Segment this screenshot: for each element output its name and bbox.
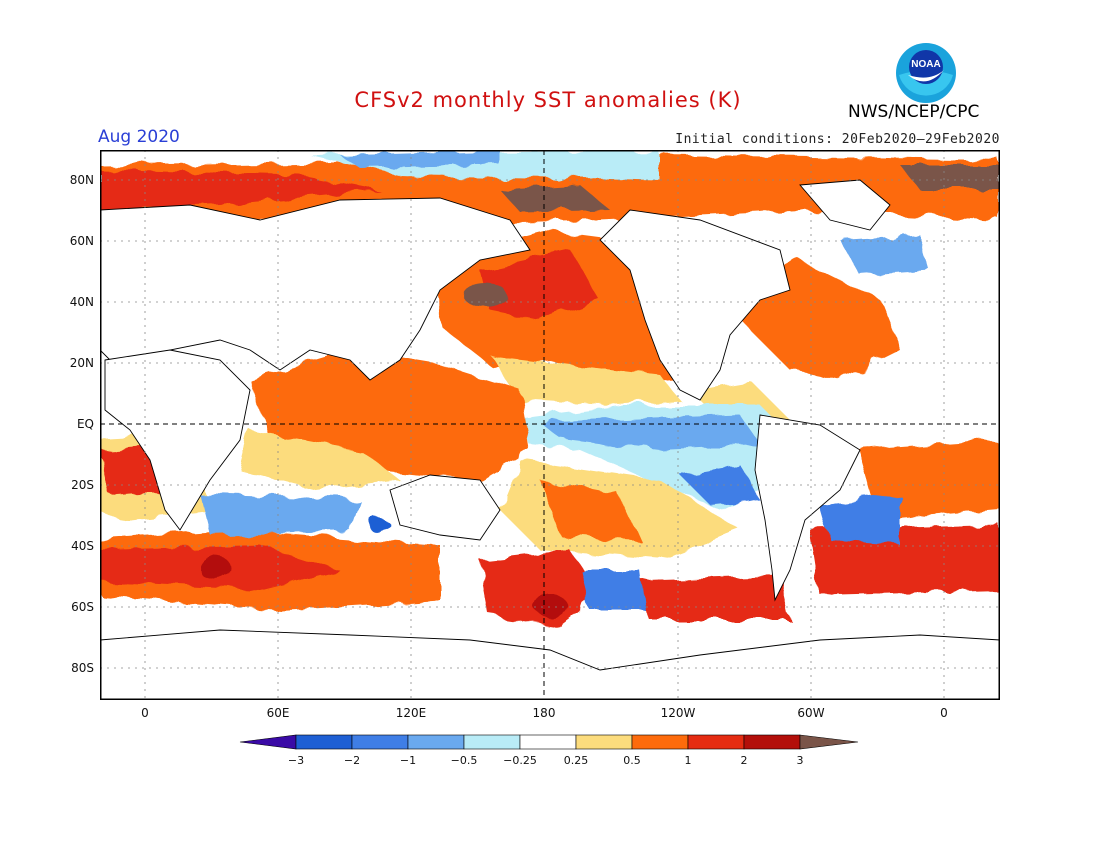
arctic-blue [340, 150, 500, 168]
southern-ocean-blue-patch [580, 570, 645, 610]
siberian-sea-extreme [500, 185, 610, 212]
lat-label-20n: 20N [69, 356, 94, 370]
lat-label-20s: 20S [71, 478, 94, 492]
sst-anomaly-map [100, 150, 1000, 700]
southern-ocean-east-pacific-red [630, 575, 790, 620]
initial-conditions-label: Initial conditions: 20Feb2020–29Feb2020 [675, 132, 1000, 147]
legend-arrow-low [239, 734, 297, 750]
africa-land [104, 349, 251, 531]
lon-label-60e: 60E [266, 706, 290, 720]
lat-label-80s: 80S [71, 661, 94, 675]
legend-tick-label: −3 [288, 754, 304, 767]
map-frame [100, 150, 1000, 700]
color-scale-legend: −3 −2 −1 −0.5 −0.25 0.25 0.5 1 2 3 [239, 734, 859, 767]
land-mask [100, 179, 1000, 700]
legend-tick-label: 3 [797, 754, 804, 767]
legend-tick-label: 0.5 [623, 754, 641, 767]
legend-swatch [351, 734, 409, 750]
lon-label-0-east: 0 [940, 706, 948, 720]
lon-label-0: 0 [141, 706, 149, 720]
color-scale-ticks: −3 −2 −1 −0.5 −0.25 0.25 0.5 1 2 3 [288, 754, 804, 767]
lat-label-80n: 80N [69, 173, 94, 187]
north-pacific-red [480, 250, 600, 320]
north-america-land [599, 209, 791, 401]
map-title: CFSv2 monthly SST anomalies (K) [354, 88, 742, 112]
forecast-month-label: Aug 2020 [98, 127, 180, 147]
greenland-land [799, 179, 891, 231]
legend-swatch [519, 734, 577, 750]
lon-label-60w: 60W [797, 706, 825, 720]
legend-tick-label: −1 [400, 754, 416, 767]
noaa-logo: NOAA [896, 43, 956, 103]
legend-tick-label: 0.25 [564, 754, 589, 767]
anomaly-fields [100, 150, 1000, 625]
lat-label-eq: EQ [76, 417, 94, 431]
legend-arrow-high [799, 734, 859, 750]
lon-label-120w: 120W [660, 706, 696, 720]
north-atlantic-blue-east [840, 235, 930, 275]
logo-bird [908, 70, 944, 82]
south-atlantic-blue [820, 495, 900, 545]
graticule [100, 150, 1000, 700]
lat-label-60s: 60S [71, 600, 94, 614]
arctic-extreme-east [900, 165, 1000, 190]
lon-label-120e: 120E [395, 706, 427, 720]
color-scale-swatches [239, 734, 859, 750]
legend-swatch [295, 734, 353, 750]
legend-swatch [575, 734, 633, 750]
kuroshio-extreme [463, 283, 507, 307]
logo-text: NOAA [911, 59, 940, 70]
logo-inner-disc [909, 50, 943, 84]
southern-ocean-pacific-red [480, 550, 600, 625]
south-indian-dark-blue [370, 518, 390, 534]
subtropical-pacific-light [490, 355, 680, 405]
southern-ocean-pacific-dark [534, 593, 566, 617]
east-pacific-blue [680, 465, 760, 505]
lon-label-180: 180 [532, 706, 556, 720]
south-indian-light [240, 430, 400, 490]
organization-label: NWS/NCEP/CPC [848, 102, 980, 122]
australia-land [389, 474, 501, 541]
lat-label-40s: 40S [71, 539, 94, 553]
legend-swatch [631, 734, 689, 750]
lat-label-40n: 40N [69, 295, 94, 309]
legend-swatch [743, 734, 801, 750]
south-america-land [754, 414, 861, 602]
legend-tick-label: −0.5 [451, 754, 478, 767]
legend-tick-label: −0.25 [503, 754, 537, 767]
south-indian-blue [200, 495, 360, 535]
antarctica-land [100, 629, 1000, 700]
lat-label-60n: 60N [69, 234, 94, 248]
legend-tick-label: 1 [685, 754, 692, 767]
legend-tick-label: 2 [741, 754, 748, 767]
south-pacific-warm [540, 480, 640, 540]
southern-ocean-dark-red [199, 556, 231, 580]
south-atlantic-southern-red [810, 525, 1000, 595]
legend-swatch [407, 734, 465, 750]
legend-swatch [687, 734, 745, 750]
legend-tick-label: −2 [344, 754, 360, 767]
legend-swatch [463, 734, 521, 750]
